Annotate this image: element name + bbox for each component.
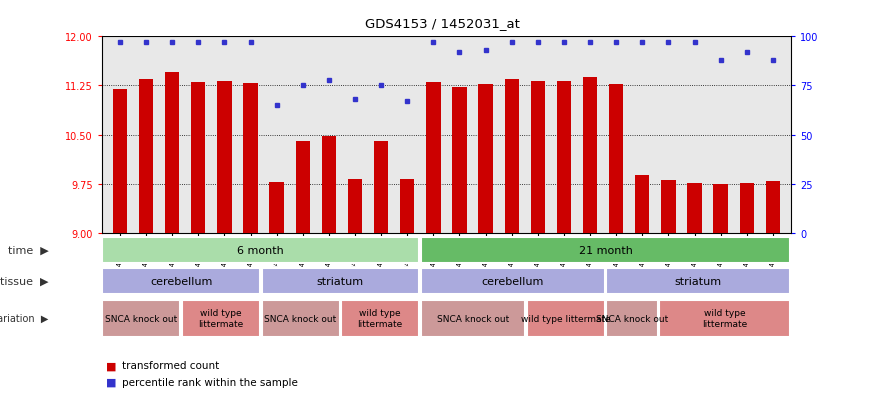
- Bar: [374, 142, 388, 233]
- Text: SNCA knock out: SNCA knock out: [596, 314, 668, 323]
- Bar: [341, 300, 419, 337]
- Text: percentile rank within the sample: percentile rank within the sample: [122, 377, 298, 387]
- Bar: [606, 300, 658, 337]
- Text: 21 month: 21 month: [579, 245, 632, 255]
- Text: transformed count: transformed count: [122, 361, 219, 370]
- Text: wild type
littermate: wild type littermate: [702, 309, 748, 328]
- Bar: [191, 83, 205, 233]
- Bar: [661, 181, 675, 233]
- Bar: [453, 88, 467, 233]
- Bar: [713, 184, 728, 233]
- Text: ■: ■: [106, 377, 117, 387]
- Bar: [606, 268, 790, 294]
- Bar: [421, 237, 790, 263]
- Bar: [609, 85, 623, 233]
- Text: wild type littermate: wild type littermate: [521, 314, 611, 323]
- Bar: [635, 176, 650, 233]
- Text: cerebellum: cerebellum: [150, 276, 212, 286]
- Bar: [478, 85, 492, 233]
- Text: SNCA knock out: SNCA knock out: [437, 314, 509, 323]
- Bar: [659, 300, 790, 337]
- Text: genotype/variation  ▶: genotype/variation ▶: [0, 313, 49, 323]
- Text: ■: ■: [106, 361, 117, 370]
- Bar: [527, 300, 605, 337]
- Bar: [557, 82, 571, 233]
- Bar: [505, 80, 519, 233]
- Text: striatum: striatum: [316, 276, 364, 286]
- Text: striatum: striatum: [674, 276, 722, 286]
- Bar: [426, 83, 440, 233]
- Bar: [740, 184, 754, 233]
- Bar: [139, 80, 153, 233]
- Bar: [688, 184, 702, 233]
- Bar: [243, 84, 258, 233]
- Text: wild type
littermate: wild type littermate: [357, 309, 403, 328]
- Bar: [322, 137, 336, 233]
- Bar: [262, 300, 339, 337]
- Bar: [165, 73, 179, 233]
- Bar: [270, 183, 284, 233]
- Bar: [530, 82, 545, 233]
- Bar: [347, 180, 362, 233]
- Bar: [766, 182, 780, 233]
- Bar: [217, 82, 232, 233]
- Bar: [103, 237, 419, 263]
- Text: GDS4153 / 1452031_at: GDS4153 / 1452031_at: [364, 17, 520, 29]
- Text: SNCA knock out: SNCA knock out: [264, 314, 337, 323]
- Bar: [295, 142, 310, 233]
- Bar: [400, 180, 415, 233]
- Text: 6 month: 6 month: [238, 245, 284, 255]
- Bar: [421, 268, 605, 294]
- Text: wild type
littermate: wild type littermate: [198, 309, 244, 328]
- Bar: [103, 300, 180, 337]
- Bar: [182, 300, 260, 337]
- Bar: [262, 268, 419, 294]
- Bar: [113, 90, 127, 233]
- Bar: [583, 78, 598, 233]
- Text: time  ▶: time ▶: [8, 245, 49, 255]
- Bar: [421, 300, 525, 337]
- Text: tissue  ▶: tissue ▶: [0, 276, 49, 286]
- Bar: [103, 268, 260, 294]
- Text: cerebellum: cerebellum: [482, 276, 544, 286]
- Text: SNCA knock out: SNCA knock out: [105, 314, 178, 323]
